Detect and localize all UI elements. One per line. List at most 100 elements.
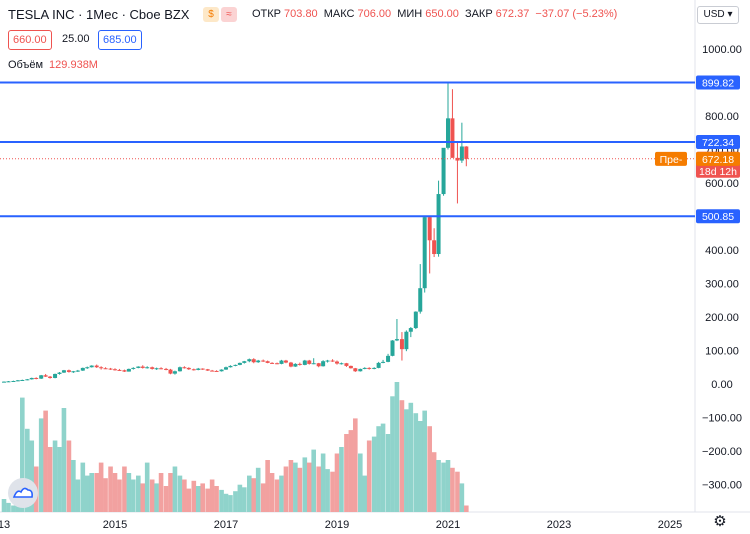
volume-bar-64	[297, 467, 303, 512]
candle-body	[459, 146, 464, 161]
candle-76	[353, 367, 358, 372]
candle-body	[270, 362, 275, 364]
candle-53	[247, 358, 252, 363]
candle-body	[358, 368, 363, 372]
candle-6	[29, 377, 34, 380]
candle-body	[307, 360, 312, 364]
candle-72	[335, 360, 339, 365]
horizontal-levels[interactable]	[0, 81, 695, 218]
candle-25	[117, 368, 122, 371]
candle-57	[265, 360, 270, 364]
candle-body	[2, 381, 6, 383]
time-axis[interactable]: 13 2015 2017 2019 2021 2023 2025	[0, 519, 682, 531]
y-tick-label: 100.00	[705, 346, 739, 358]
candle-body	[154, 368, 159, 370]
earnings-icon[interactable]: ≈	[221, 7, 237, 22]
candle-81	[376, 361, 381, 369]
x-tick-label: 2015	[103, 519, 127, 531]
volume-bar-1	[6, 502, 11, 512]
volume-bar-16	[75, 479, 81, 512]
sell-button[interactable]: 660.00	[8, 30, 52, 50]
level-tag-1: 722.34	[696, 135, 740, 150]
candle-body	[25, 379, 30, 381]
volume-bar-17	[80, 462, 86, 512]
volume-bar-92	[427, 426, 432, 512]
candle-body	[344, 363, 349, 366]
volume-bar-89	[413, 413, 419, 512]
candle-42	[196, 367, 201, 371]
volume-bar-74	[344, 434, 349, 512]
candle-94	[436, 180, 441, 257]
candle-body	[339, 363, 344, 365]
volume-bar-54	[251, 478, 257, 512]
y-tick-label: 400.00	[705, 245, 739, 257]
candle-body	[321, 361, 326, 367]
candle-body	[85, 367, 90, 369]
volume-bar-33	[154, 483, 159, 512]
candle-56	[261, 359, 266, 362]
candle-38	[177, 366, 182, 372]
volume-bar-66	[306, 462, 312, 512]
volume-bar-98	[455, 471, 460, 512]
volume-bar-38	[177, 475, 183, 512]
candle-body	[150, 367, 155, 369]
candle-71	[330, 359, 335, 362]
candle-75	[348, 365, 353, 369]
candle-17	[80, 367, 85, 371]
candle-1	[6, 380, 11, 383]
candle-67	[311, 358, 316, 365]
volume-bar-21	[98, 462, 104, 512]
price-axis[interactable]: 1000.00900.00800.00700.00600.00500.00400…	[702, 44, 742, 492]
candle-32	[150, 366, 155, 370]
candle-body	[89, 365, 94, 368]
candle-48	[224, 366, 228, 370]
candle-28	[131, 367, 136, 370]
volume-bar-15	[71, 460, 76, 512]
volume-bar-85	[394, 382, 400, 512]
buy-button[interactable]: 685.00	[98, 30, 142, 50]
volume-bar-69	[320, 453, 326, 512]
volume-bar-95	[441, 462, 446, 512]
level-tag-1-text: 722.34	[702, 137, 734, 149]
candle-4	[20, 379, 25, 381]
candle-body	[302, 360, 307, 365]
level-tag-0-text: 899.82	[702, 78, 734, 90]
candle-12	[57, 371, 62, 375]
candle-body	[140, 366, 145, 368]
volume-bar-45	[209, 479, 215, 512]
volume-bar-0	[1, 499, 7, 512]
currency-selector[interactable]: USD ▾	[697, 6, 739, 24]
candle-47	[219, 369, 224, 372]
volume-bar-60	[279, 475, 284, 512]
y-tick-label: 600.00	[705, 178, 739, 190]
y-tick-label: 300.00	[705, 279, 739, 291]
candle-body	[450, 118, 455, 158]
volume-bar-20	[94, 473, 99, 512]
candle-22	[103, 367, 108, 370]
dividend-icon[interactable]: $	[203, 7, 219, 22]
candle-body	[297, 363, 302, 365]
volume-bar-44	[205, 488, 210, 512]
candle-20	[94, 364, 99, 368]
volume-bar-53	[247, 475, 252, 512]
candle-body	[11, 380, 16, 382]
volume-bar-28	[131, 479, 136, 512]
candle-body	[15, 380, 20, 382]
volume-bar-97	[450, 467, 455, 512]
candle-body	[196, 368, 201, 370]
candle-body	[71, 371, 76, 373]
volume-bar-31	[144, 462, 150, 512]
candle-body	[48, 376, 53, 378]
volume-bar-91	[422, 410, 427, 512]
candle-body	[413, 311, 418, 329]
candle-body	[367, 367, 372, 369]
gear-icon[interactable]: ⚙	[713, 513, 727, 530]
candle-body	[182, 367, 187, 369]
tradingview-logo-icon[interactable]	[8, 478, 38, 508]
symbol-title[interactable]: TESLA INC · 1Мес · Cboe BZX	[8, 7, 190, 22]
candle-52	[242, 360, 247, 364]
candle-40	[186, 367, 191, 370]
candle-26	[122, 369, 127, 372]
candle-65	[302, 359, 307, 366]
